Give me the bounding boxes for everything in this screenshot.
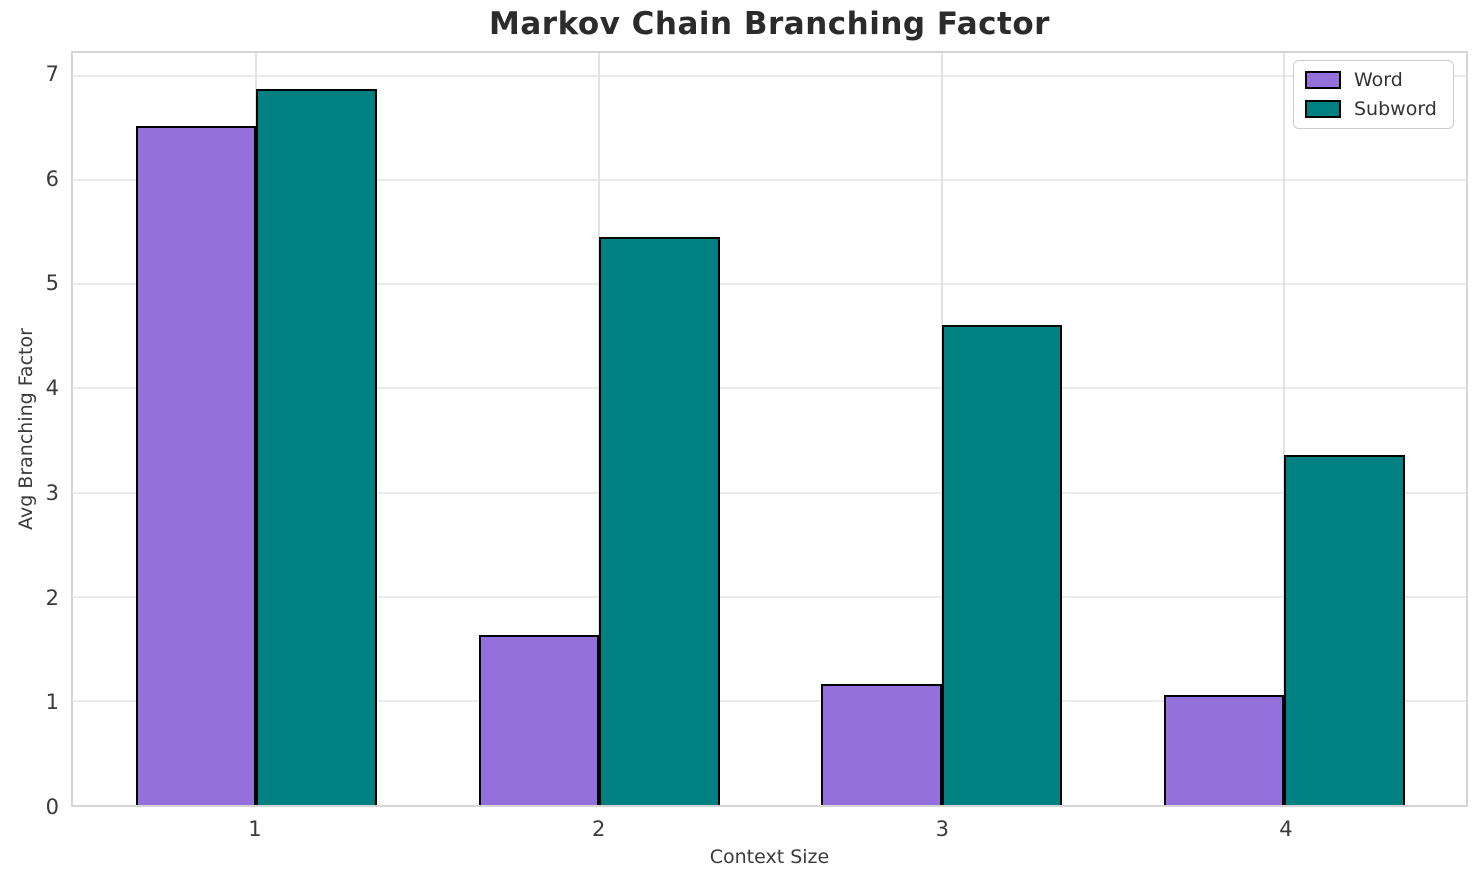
legend-item-subword: Subword (1305, 98, 1437, 120)
y-tick-label: 5 (45, 271, 59, 296)
y-tick-label: 6 (45, 166, 59, 191)
y-tick-label: 3 (45, 480, 59, 505)
y-tick-label: 0 (45, 795, 59, 819)
gridline-vertical (1283, 53, 1286, 805)
y-axis-label: Avg Branching Factor (15, 328, 37, 530)
gridline-horizontal (73, 283, 1466, 286)
gridline-horizontal (73, 595, 1466, 598)
bar-subword-1 (256, 89, 378, 805)
bar-subword-4 (1284, 455, 1406, 805)
y-tick-label: 7 (45, 62, 59, 87)
x-tick-label: 1 (248, 817, 262, 841)
gridline-horizontal (73, 491, 1466, 494)
bar-word-4 (1163, 694, 1285, 805)
bar-subword-3 (941, 324, 1063, 805)
y-tick-label: 4 (45, 376, 59, 401)
bar-subword-2 (599, 237, 720, 805)
legend-label-subword: Subword (1354, 98, 1437, 120)
legend-swatch-subword (1305, 100, 1341, 118)
gridline-horizontal (73, 387, 1466, 390)
gridline-horizontal (73, 699, 1466, 702)
bar-word-3 (821, 684, 942, 805)
legend-label-word: Word (1354, 69, 1403, 91)
chart-title: Markov Chain Branching Factor (489, 6, 1050, 42)
x-axis-label: Context Size (709, 846, 830, 868)
x-tick-label: 4 (1279, 817, 1293, 841)
y-tick-label: 1 (45, 690, 59, 715)
legend: Word Subword (1293, 60, 1454, 129)
gridline-horizontal (73, 74, 1466, 77)
legend-item-word: Word (1305, 69, 1437, 91)
x-tick-label: 2 (591, 817, 606, 841)
x-tick-label: 3 (935, 817, 949, 841)
bar-word-1 (135, 125, 257, 805)
gridline-horizontal (73, 179, 1466, 182)
legend-swatch-word (1305, 71, 1341, 89)
y-tick-label: 2 (45, 585, 59, 610)
bar-word-2 (478, 635, 600, 805)
plot-area (71, 51, 1468, 807)
